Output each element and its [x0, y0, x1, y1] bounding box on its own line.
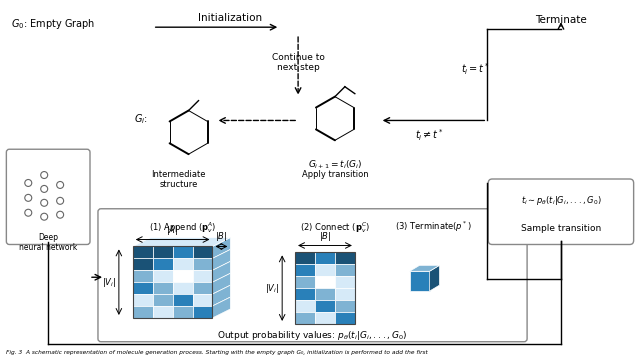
FancyBboxPatch shape [6, 149, 90, 245]
Bar [133, 294, 153, 306]
Bar [133, 306, 153, 318]
Bar [153, 306, 173, 318]
Text: $|B|$: $|B|$ [215, 231, 228, 243]
Text: (2) Connect ($\mathbf{p}_v^C$): (2) Connect ($\mathbf{p}_v^C$) [300, 220, 370, 234]
Bar [153, 270, 173, 282]
Bar [335, 288, 355, 300]
Text: $G_i$:: $G_i$: [134, 112, 148, 126]
Bar [335, 312, 355, 324]
Text: Terminate: Terminate [535, 15, 587, 25]
Text: Fig. 3  A schematic representation of molecule generation process. Starting with: Fig. 3 A schematic representation of mol… [6, 350, 428, 355]
Text: $|V_i|$: $|V_i|$ [102, 276, 116, 289]
Bar [295, 252, 355, 324]
Bar [153, 246, 173, 258]
Circle shape [25, 179, 32, 187]
Bar [315, 300, 335, 312]
Bar [335, 276, 355, 288]
Bar [173, 270, 193, 282]
Bar [315, 252, 335, 264]
Circle shape [57, 211, 63, 218]
Text: Output probability values: $p_\theta(t_i|G_i, ..., G_0)$: Output probability values: $p_\theta(t_i… [217, 329, 407, 342]
Bar [315, 288, 335, 300]
Polygon shape [212, 273, 230, 294]
Bar [153, 282, 173, 294]
Text: $t_i \sim p_\theta(t_i|G_i, ..., G_0)$: $t_i \sim p_\theta(t_i|G_i, ..., G_0)$ [520, 194, 602, 207]
Bar [153, 294, 173, 306]
Bar [133, 270, 153, 282]
Text: $G_0$: Empty Graph: $G_0$: Empty Graph [12, 17, 95, 31]
Bar [133, 282, 153, 294]
Bar [295, 288, 315, 300]
Bar [295, 276, 315, 288]
Polygon shape [410, 271, 429, 291]
Text: Deep
neural network: Deep neural network [19, 233, 77, 252]
Bar [193, 246, 212, 258]
Text: $G_{i+1}=t_i(G_i)$: $G_{i+1}=t_i(G_i)$ [308, 158, 362, 171]
Text: $t_i \neq t^*$: $t_i \neq t^*$ [415, 127, 444, 143]
Text: $|B|$: $|B|$ [319, 229, 331, 242]
Bar [335, 264, 355, 276]
Text: (1) Append ($\mathbf{p}_v^A$): (1) Append ($\mathbf{p}_v^A$) [148, 220, 216, 234]
Bar [153, 258, 173, 270]
Bar [315, 312, 335, 324]
Text: $t_i = t^*$: $t_i = t^*$ [461, 61, 490, 77]
Circle shape [41, 185, 48, 192]
Polygon shape [212, 238, 230, 258]
Polygon shape [212, 261, 230, 282]
Bar [173, 258, 193, 270]
Circle shape [41, 213, 48, 220]
Circle shape [57, 182, 63, 188]
Polygon shape [410, 265, 440, 271]
Polygon shape [212, 297, 230, 318]
Bar [193, 258, 212, 270]
Text: (3) Terminate($p^*$): (3) Terminate($p^*$) [395, 220, 471, 234]
Text: Apply transition: Apply transition [301, 170, 368, 179]
Bar [295, 264, 315, 276]
Bar [335, 300, 355, 312]
Bar [173, 294, 193, 306]
Text: Intermediate
structure: Intermediate structure [152, 170, 206, 189]
Circle shape [25, 194, 32, 201]
Circle shape [41, 171, 48, 179]
Polygon shape [133, 238, 230, 246]
Text: $|V_i|$: $|V_i|$ [265, 282, 279, 295]
Bar [315, 264, 335, 276]
Bar [173, 306, 193, 318]
Circle shape [41, 199, 48, 206]
Bar [295, 312, 315, 324]
Bar [133, 246, 153, 258]
Bar [133, 246, 212, 318]
Text: Sample transition: Sample transition [521, 224, 601, 233]
Bar [193, 306, 212, 318]
Bar [193, 282, 212, 294]
Text: $|A|$: $|A|$ [166, 223, 179, 237]
Bar [173, 282, 193, 294]
Circle shape [57, 197, 63, 204]
Bar [193, 294, 212, 306]
Bar [315, 276, 335, 288]
Text: Initialization: Initialization [198, 13, 262, 23]
FancyBboxPatch shape [98, 209, 527, 342]
Bar [295, 300, 315, 312]
Polygon shape [429, 265, 440, 291]
Polygon shape [212, 250, 230, 270]
Bar [173, 246, 193, 258]
Bar [295, 252, 315, 264]
Bar [335, 252, 355, 264]
Text: Continue to
next step: Continue to next step [271, 53, 324, 72]
FancyBboxPatch shape [488, 179, 634, 245]
Bar [193, 270, 212, 282]
Polygon shape [212, 285, 230, 306]
Circle shape [25, 209, 32, 216]
Bar [133, 258, 153, 270]
